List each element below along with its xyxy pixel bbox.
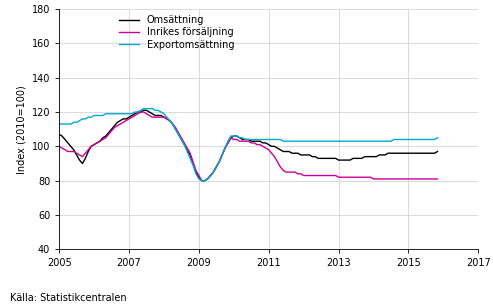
Inrikes försäljning	[350, 175, 356, 179]
Omsättning	[56, 133, 62, 136]
Inrikes försäljning	[211, 170, 216, 174]
Omsättning	[202, 179, 208, 182]
Inrikes försäljning	[202, 179, 208, 182]
Line: Omsättning: Omsättning	[59, 110, 437, 181]
Legend: Omsättning, Inrikes försäljning, Exportomsättning: Omsättning, Inrikes försäljning, Exporto…	[118, 14, 235, 51]
Inrikes försäljning	[56, 144, 62, 148]
Line: Exportomsättning: Exportomsättning	[59, 109, 437, 181]
Line: Inrikes försäljning: Inrikes försäljning	[59, 112, 437, 181]
Omsättning	[211, 170, 216, 174]
Omsättning	[199, 179, 205, 182]
Omsättning	[178, 138, 184, 141]
Exportomsättning	[91, 114, 97, 117]
Inrikes försäljning	[91, 143, 97, 147]
Inrikes försäljning	[138, 110, 143, 114]
Inrikes försäljning	[178, 136, 184, 140]
Inrikes försäljning	[434, 177, 440, 181]
Exportomsättning	[199, 179, 205, 182]
Omsättning	[254, 140, 260, 143]
Exportomsättning	[350, 140, 356, 143]
Exportomsättning	[56, 122, 62, 126]
Inrikes försäljning	[254, 143, 260, 147]
Omsättning	[91, 143, 97, 147]
Text: Källa: Statistikcentralen: Källa: Statistikcentralen	[10, 293, 127, 303]
Exportomsättning	[211, 170, 216, 174]
Exportomsättning	[202, 179, 208, 182]
Exportomsättning	[254, 138, 260, 141]
Inrikes försäljning	[199, 179, 205, 182]
Omsättning	[141, 109, 146, 112]
Y-axis label: Index (2010=100): Index (2010=100)	[16, 85, 26, 174]
Exportomsättning	[434, 136, 440, 140]
Exportomsättning	[141, 107, 146, 110]
Omsättning	[350, 157, 356, 160]
Omsättning	[434, 150, 440, 153]
Exportomsättning	[178, 138, 184, 141]
